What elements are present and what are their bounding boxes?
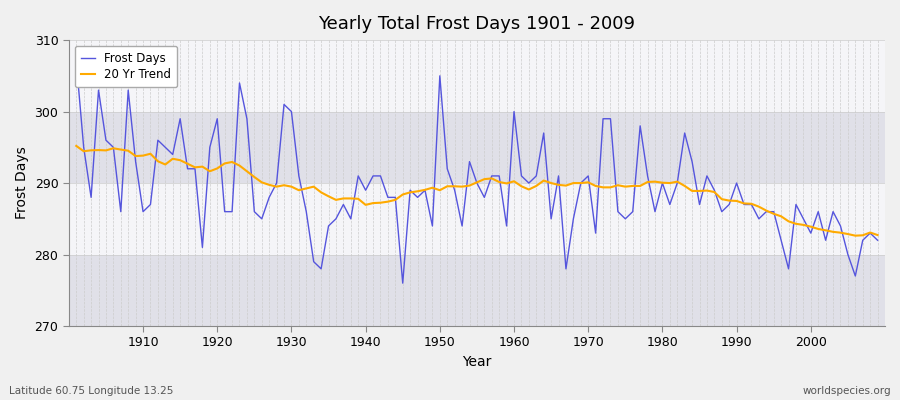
Y-axis label: Frost Days: Frost Days <box>15 147 29 220</box>
20 Yr Trend <box>293 188 304 193</box>
20 Yr Trend <box>130 154 141 158</box>
Frost Days <box>605 116 616 121</box>
Frost Days <box>293 174 304 178</box>
Text: Latitude 60.75 Longitude 13.25: Latitude 60.75 Longitude 13.25 <box>9 386 174 396</box>
Bar <box>68 112 885 183</box>
20 Yr Trend <box>598 185 608 190</box>
Line: Frost Days: Frost Days <box>76 62 878 283</box>
20 Yr Trend <box>338 196 349 201</box>
Frost Days <box>508 109 519 114</box>
Frost Days <box>338 202 349 207</box>
Frost Days <box>71 59 82 64</box>
Frost Days <box>397 281 408 286</box>
X-axis label: Year: Year <box>463 355 491 369</box>
Title: Yearly Total Frost Days 1901 - 2009: Yearly Total Frost Days 1901 - 2009 <box>319 15 635 33</box>
Frost Days <box>130 159 141 164</box>
20 Yr Trend <box>850 233 860 238</box>
Legend: Frost Days, 20 Yr Trend: Frost Days, 20 Yr Trend <box>75 46 177 87</box>
Line: 20 Yr Trend: 20 Yr Trend <box>76 146 878 236</box>
Frost Days <box>516 174 526 178</box>
20 Yr Trend <box>872 233 883 238</box>
Frost Days <box>872 238 883 243</box>
20 Yr Trend <box>508 179 519 184</box>
20 Yr Trend <box>71 144 82 148</box>
Text: worldspecies.org: worldspecies.org <box>803 386 891 396</box>
Bar <box>68 254 885 326</box>
20 Yr Trend <box>501 181 512 186</box>
